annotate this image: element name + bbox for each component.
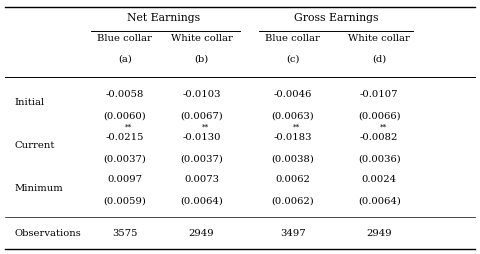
- Text: -0.0107: -0.0107: [360, 89, 398, 99]
- Text: Net Earnings: Net Earnings: [127, 13, 200, 23]
- Text: **: **: [125, 123, 132, 131]
- Text: 2949: 2949: [189, 228, 215, 237]
- Text: 3497: 3497: [280, 228, 306, 237]
- Text: -0.0183: -0.0183: [274, 133, 312, 142]
- Text: -0.0046: -0.0046: [274, 89, 312, 99]
- Text: (0.0036): (0.0036): [358, 154, 401, 163]
- Text: 0.0073: 0.0073: [184, 174, 219, 184]
- Text: 0.0062: 0.0062: [276, 174, 310, 184]
- Text: **: **: [293, 123, 300, 131]
- Text: -0.0215: -0.0215: [106, 133, 144, 142]
- Text: -0.0058: -0.0058: [106, 89, 144, 99]
- Text: (0.0067): (0.0067): [180, 111, 223, 120]
- Text: White collar: White collar: [348, 34, 410, 43]
- Text: -0.0103: -0.0103: [182, 89, 221, 99]
- Text: (0.0038): (0.0038): [271, 154, 314, 163]
- Text: Blue collar: Blue collar: [97, 34, 152, 43]
- Text: Gross Earnings: Gross Earnings: [294, 13, 378, 23]
- Text: Blue collar: Blue collar: [265, 34, 320, 43]
- Text: (d): (d): [372, 55, 386, 64]
- Text: (0.0060): (0.0060): [103, 111, 146, 120]
- Text: White collar: White collar: [171, 34, 232, 43]
- Text: Observations: Observations: [14, 228, 81, 237]
- Text: (0.0064): (0.0064): [180, 196, 223, 205]
- Text: **: **: [202, 123, 209, 131]
- Text: (0.0037): (0.0037): [180, 154, 223, 163]
- Text: (a): (a): [118, 55, 132, 64]
- Text: (0.0063): (0.0063): [271, 111, 314, 120]
- Text: 3575: 3575: [112, 228, 138, 237]
- Text: Current: Current: [14, 141, 55, 150]
- Text: 2949: 2949: [366, 228, 392, 237]
- Text: -0.0082: -0.0082: [360, 133, 398, 142]
- Text: Minimum: Minimum: [14, 183, 63, 192]
- Text: **: **: [380, 123, 387, 131]
- Text: 0.0024: 0.0024: [361, 174, 397, 184]
- Text: (0.0066): (0.0066): [358, 111, 400, 120]
- Text: (c): (c): [286, 55, 300, 64]
- Text: -0.0130: -0.0130: [182, 133, 221, 142]
- Text: 0.0097: 0.0097: [108, 174, 142, 184]
- Text: (0.0059): (0.0059): [103, 196, 146, 205]
- Text: (b): (b): [194, 55, 209, 64]
- Text: (0.0062): (0.0062): [271, 196, 314, 205]
- Text: (0.0037): (0.0037): [103, 154, 146, 163]
- Text: (0.0064): (0.0064): [358, 196, 401, 205]
- Text: Initial: Initial: [14, 98, 45, 107]
